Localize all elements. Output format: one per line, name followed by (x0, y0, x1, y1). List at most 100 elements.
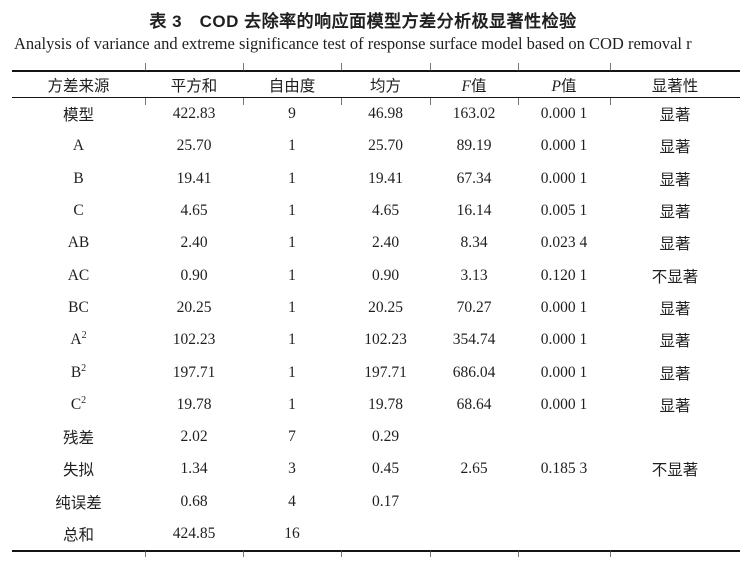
column-header: 均方 (341, 71, 430, 98)
source-cell: 失拟 (62, 462, 94, 480)
value-cell: 0.68 (180, 492, 208, 510)
value-cell: 197.71 (172, 363, 216, 381)
value-cell: 0.17 (371, 492, 400, 510)
value-cell: 9 (288, 105, 296, 123)
value-cell: 1 (288, 169, 296, 187)
value-cell: 19.78 (176, 395, 212, 413)
table-caption-en: Analysis of variance and extreme signifi… (14, 34, 692, 53)
value-cell: 102.23 (364, 331, 407, 349)
value-cell: 显著 (659, 171, 691, 189)
table-row: C 4.65 1 4.65 16.14 0.005 1 显著 (12, 195, 740, 227)
value-cell: 1 (288, 331, 296, 349)
value-cell: 3 (288, 460, 296, 478)
value-cell: 显著 (659, 333, 691, 351)
value-cell: 4 (288, 492, 296, 510)
value-cell (430, 518, 518, 551)
value-cell (430, 486, 518, 518)
value-cell (610, 421, 740, 453)
value-cell: 70.27 (456, 298, 492, 316)
value-cell: 1 (288, 395, 296, 413)
value-cell: 显著 (659, 204, 691, 222)
value-cell: 3.13 (460, 266, 488, 284)
value-cell: 0.45 (371, 460, 400, 478)
value-cell: 20.25 (176, 298, 212, 316)
value-cell: 0.000 1 (540, 137, 588, 155)
table-row: 纯误差 0.68 4 0.17 (12, 486, 740, 518)
table-row: B2 197.71 1 197.71 686.04 0.000 1 显著 (12, 356, 740, 388)
source-cell: C2 (70, 394, 87, 413)
value-cell: 1 (288, 137, 296, 155)
table-row: 残差 2.02 7 0.29 (12, 421, 740, 453)
value-cell (610, 518, 740, 551)
table-row: A2 102.23 1 102.23 354.74 0.000 1 显著 (12, 324, 740, 356)
value-cell: 2.40 (371, 234, 400, 252)
value-cell: 1 (288, 202, 296, 220)
value-cell: 19.78 (368, 395, 403, 413)
value-cell: 显著 (659, 365, 691, 383)
value-cell (518, 486, 610, 518)
value-cell: 422.83 (172, 105, 216, 123)
table-row: A 25.70 1 25.70 89.19 0.000 1 显著 (12, 130, 740, 162)
value-cell: 197.71 (364, 363, 407, 381)
value-cell: 19.41 (368, 169, 403, 187)
value-cell: 0.000 1 (540, 105, 588, 123)
table-row: B 19.41 1 19.41 67.34 0.000 1 显著 (12, 163, 740, 195)
value-cell: 2.02 (180, 428, 208, 446)
table-row: 总和 424.85 16 (12, 518, 740, 551)
value-cell: 1 (288, 363, 296, 381)
source-cell: B (73, 169, 84, 187)
value-cell: 0.120 1 (540, 266, 588, 284)
anova-table-body: 模型 422.83 9 46.98 163.02 0.000 1 显著 A 25.70 1 25.7… (12, 98, 740, 552)
value-cell: 显著 (659, 397, 691, 415)
value-cell: 16.14 (456, 202, 492, 220)
table-row: 失拟 1.34 3 0.45 2.65 0.185 3 不显著 (12, 453, 740, 485)
value-cell: 0.000 1 (540, 363, 588, 381)
header-row: 方差来源 平方和 自由度 均方 F值 P值 显著性 (12, 71, 740, 98)
value-cell: 显著 (659, 107, 691, 125)
source-cell: BC (68, 298, 89, 316)
value-cell: 67.34 (456, 169, 492, 187)
value-cell: 显著 (659, 236, 691, 254)
value-cell (518, 421, 610, 453)
value-cell: 不显著 (651, 462, 699, 480)
value-cell: 0.29 (371, 428, 400, 446)
value-cell: 16 (284, 525, 300, 542)
value-cell: 2.40 (180, 234, 208, 252)
value-cell: 显著 (659, 300, 691, 318)
value-cell: 20.25 (368, 298, 403, 316)
column-header: 显著性 (610, 71, 740, 98)
value-cell: 89.19 (456, 137, 492, 155)
source-cell: 总和 (62, 527, 94, 544)
value-cell: 1 (288, 266, 296, 284)
value-cell (341, 518, 430, 551)
value-cell: 0.000 1 (540, 395, 588, 413)
value-cell (518, 518, 610, 551)
table-caption-zh: 表 3 COD 去除率的响应面模型方差分析极显著性检验 (149, 12, 577, 31)
source-cell: 模型 (62, 107, 94, 125)
value-cell: 354.74 (452, 331, 496, 349)
value-cell: 8.34 (460, 234, 488, 252)
source-cell: A2 (70, 330, 87, 349)
value-cell: 1.34 (180, 460, 208, 478)
value-cell: 0.005 1 (540, 202, 588, 220)
column-header: 自由度 (243, 71, 341, 98)
source-cell: 纯误差 (55, 494, 102, 512)
column-header: F值 (430, 71, 518, 98)
value-cell: 7 (288, 428, 296, 446)
value-cell: 显著 (659, 139, 691, 157)
value-cell: 25.70 (176, 137, 212, 155)
value-cell (430, 421, 518, 453)
column-header: 平方和 (145, 71, 243, 98)
column-header: P值 (518, 71, 610, 98)
source-cell: B2 (70, 362, 87, 381)
value-cell: 424.85 (172, 525, 216, 542)
table-row: AC 0.90 1 0.90 3.13 0.120 1 不显著 (12, 259, 740, 291)
value-cell: 不显著 (651, 268, 699, 286)
table-row: AB 2.40 1 2.40 8.34 0.023 4 显著 (12, 227, 740, 259)
source-cell: AB (67, 234, 90, 252)
value-cell: 163.02 (452, 105, 496, 123)
value-cell: 1 (288, 234, 296, 252)
value-cell: 4.65 (180, 202, 208, 220)
table-row: C2 19.78 1 19.78 68.64 0.000 1 显著 (12, 389, 740, 421)
value-cell: 102.23 (172, 331, 216, 349)
